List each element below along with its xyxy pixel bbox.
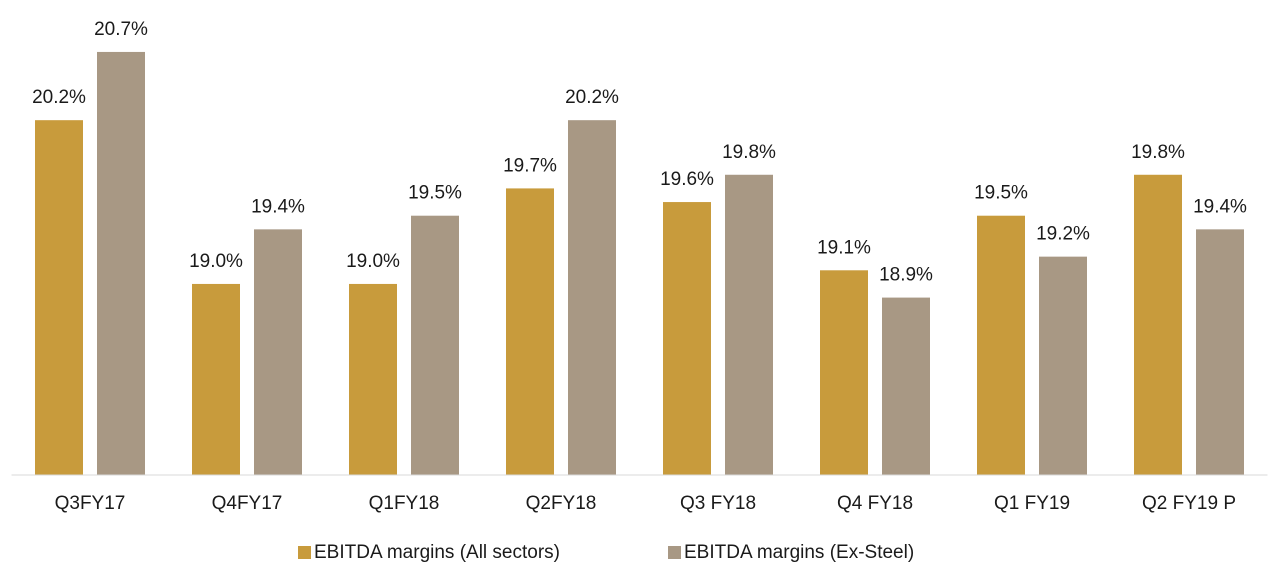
data-label: 19.5% [974,183,1028,204]
bar [411,215,459,476]
x-tick-label: Q2FY18 [526,493,597,514]
bar [254,229,302,475]
bar [1196,229,1244,475]
x-tick-label: Q3 FY18 [680,493,756,514]
bar [192,283,240,475]
data-label: 19.2% [1036,224,1090,245]
data-label: 18.9% [879,265,933,286]
x-tick-label: Q1 FY19 [994,493,1070,514]
data-label: 19.0% [346,251,400,272]
data-label: 19.8% [722,142,776,163]
bar [506,188,554,476]
bar [663,202,711,475]
legend-swatch [298,546,311,559]
bar [568,120,616,476]
data-label: 19.5% [408,183,462,204]
bar [1134,174,1182,475]
x-tick-label: Q4FY17 [212,493,283,514]
data-label: 20.7% [94,19,148,40]
legend-swatch [668,546,681,559]
x-tick-label: Q3FY17 [55,493,126,514]
legend-label: EBITDA margins (Ex-Steel) [684,542,914,563]
x-tick-label: Q2 FY19 P [1142,493,1236,514]
bar [97,51,145,476]
bar [35,120,83,476]
legend-label: EBITDA margins (All sectors) [314,542,560,563]
bar [349,283,397,475]
data-label: 20.2% [32,87,86,108]
data-label: 19.8% [1131,142,1185,163]
data-label: 19.7% [503,155,557,176]
bar [1039,256,1087,475]
bar [882,297,930,475]
data-label: 20.2% [565,87,619,108]
x-tick-label: Q1FY18 [369,493,440,514]
x-tick-label: Q4 FY18 [837,493,913,514]
bar [820,270,868,475]
data-label: 19.1% [817,237,871,258]
data-label: 19.4% [1193,196,1247,217]
data-label: 19.4% [251,196,305,217]
data-label: 19.6% [660,169,714,190]
bar [977,215,1025,476]
data-label: 19.0% [189,251,243,272]
bar [725,174,773,475]
